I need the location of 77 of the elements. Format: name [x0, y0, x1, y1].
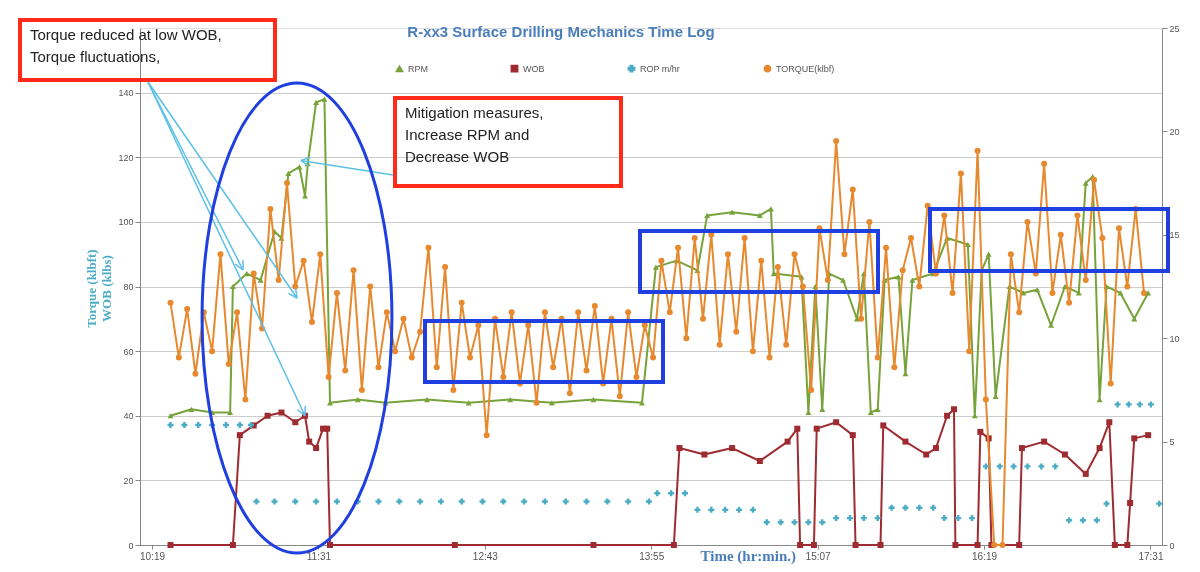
point: [451, 542, 458, 548]
annotation: Mitigation measures, Increase RPM and Decrease WOB: [405, 104, 544, 165]
point: [849, 432, 856, 439]
point: [1018, 445, 1025, 452]
point: [167, 542, 174, 548]
annotation: Torque reduced at low WOB, Torque fluctuations,: [30, 26, 222, 65]
point: [590, 542, 597, 548]
point: [902, 438, 909, 445]
point: [229, 542, 236, 548]
x-tick-label: 11:31: [306, 550, 332, 562]
y-tick-label: 140: [118, 88, 134, 99]
point: [1145, 432, 1152, 439]
point: [813, 425, 820, 432]
x-tick-label: 13:55: [639, 550, 665, 562]
y2-tick-label: 10: [1169, 333, 1180, 344]
point: [278, 409, 285, 416]
point: [1061, 451, 1068, 458]
point: [810, 542, 817, 548]
legend-label: TORQUE(klbf): [776, 63, 835, 74]
point: [306, 438, 313, 445]
point: [1096, 445, 1103, 452]
point: [977, 428, 984, 435]
point: [974, 542, 981, 548]
point: [313, 445, 320, 452]
y-tick-label: 40: [123, 411, 134, 422]
point: [701, 451, 708, 458]
legend-label: WOB: [523, 63, 545, 74]
point: [1041, 438, 1048, 445]
y-tick-label: 60: [123, 346, 134, 357]
point: [950, 406, 957, 413]
point: [1082, 470, 1089, 477]
y2-tick-label: 15: [1169, 230, 1180, 241]
point: [670, 542, 677, 548]
chart-title: R-xx3 Surface Drilling Mechanics Time Log: [407, 23, 715, 40]
point: [797, 542, 804, 548]
point: [1124, 542, 1131, 548]
x-axis-title: Time (hr:min.): [700, 547, 797, 565]
point: [852, 542, 859, 548]
point: [326, 542, 333, 548]
x-tick-label: 17:31: [1138, 550, 1164, 562]
point: [729, 445, 736, 452]
y-tick-label: 0: [128, 540, 134, 551]
point: [923, 451, 930, 458]
legend-label: RPM: [408, 63, 428, 74]
point: [833, 419, 840, 426]
legend-label: ROP m/hr: [640, 63, 680, 74]
point: [784, 438, 791, 445]
y2-tick-label: 25: [1169, 23, 1180, 34]
point: [944, 412, 951, 419]
point: [676, 445, 683, 452]
point: [1016, 542, 1023, 548]
y-axis-title: Torque (klbft) WOB (klbs): [84, 249, 115, 328]
point: [1111, 542, 1118, 548]
point: [324, 425, 331, 432]
point: [264, 412, 271, 419]
x-tick-label: 12:43: [472, 550, 499, 562]
y-tick-label: 20: [123, 475, 134, 486]
point: [932, 445, 939, 452]
point: [880, 422, 887, 429]
y-tick-label: 80: [123, 282, 134, 292]
y2-tick-label: 5: [1169, 437, 1175, 448]
point: [952, 542, 959, 548]
point: [877, 542, 884, 548]
x-tick-label: 15:07: [805, 550, 832, 562]
y-tick-label: 100: [118, 217, 134, 228]
x-tick-label: 10:19: [140, 550, 166, 562]
point: [236, 432, 243, 439]
point: [292, 419, 299, 426]
y2-tick-label: 20: [1169, 126, 1180, 137]
point: [1131, 435, 1138, 442]
point: [1127, 499, 1134, 506]
point: [794, 425, 801, 432]
y-tick-label: 120: [118, 152, 134, 163]
point: [756, 457, 763, 464]
y2-tick-label: 0: [1169, 540, 1175, 551]
point: [1106, 419, 1113, 426]
x-tick-label: 16:19: [972, 550, 998, 562]
